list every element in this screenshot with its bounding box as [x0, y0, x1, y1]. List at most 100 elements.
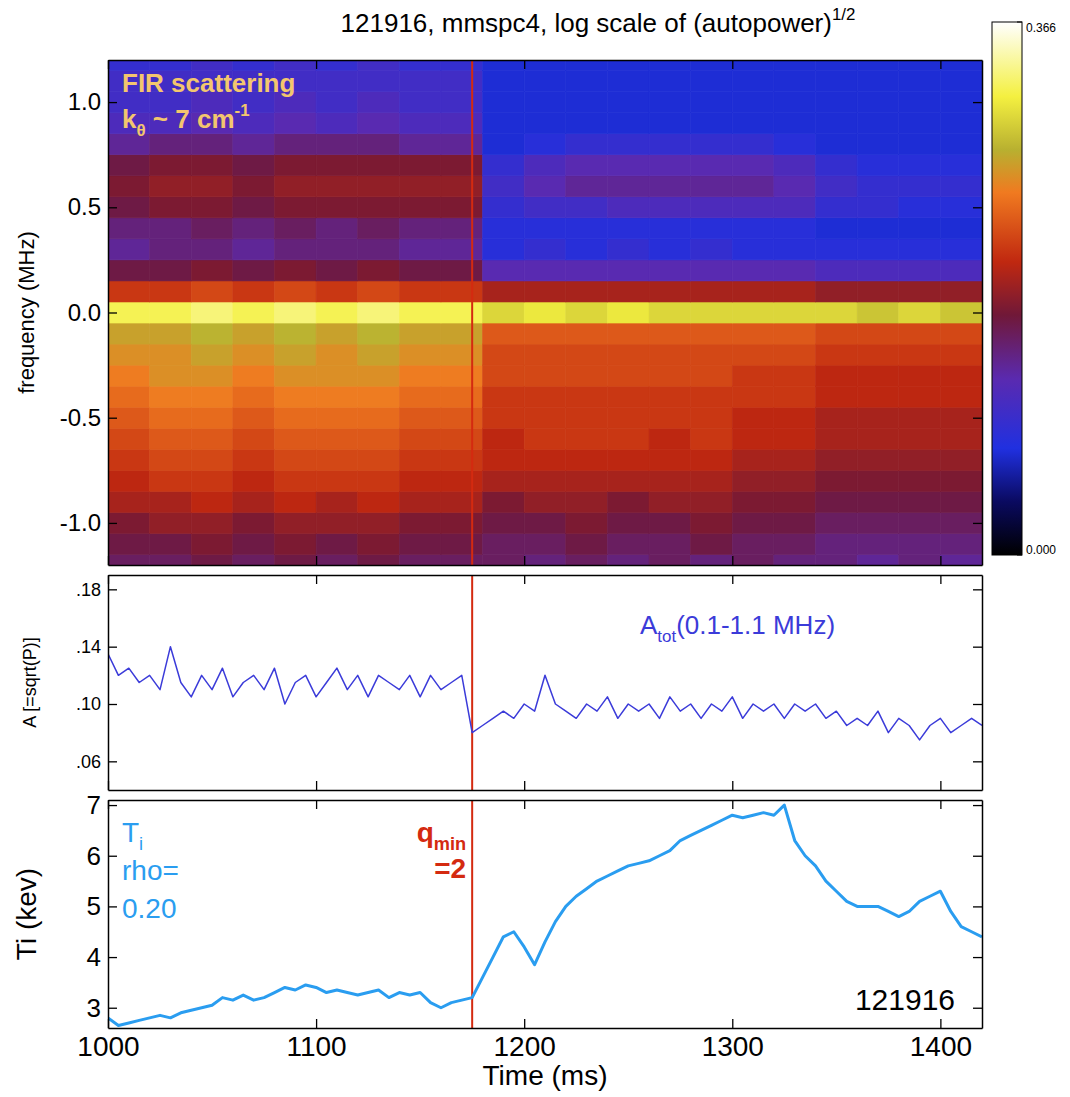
y-tick: .18 — [76, 580, 117, 600]
y-right-tick-mark — [973, 906, 982, 907]
heatmap-cell — [316, 386, 358, 407]
heatmap-cell — [108, 407, 150, 428]
heatmap-cell — [816, 323, 858, 344]
x-top-tick — [108, 800, 109, 809]
y-right-tick — [973, 1008, 982, 1009]
y-tick-label: -1.0 — [60, 509, 101, 536]
heatmap-cell — [150, 155, 192, 176]
y-tick-label: 6 — [87, 841, 101, 871]
y-right-tick-mark — [973, 312, 982, 313]
heatmap-cell — [816, 302, 858, 323]
y-right-tick — [973, 207, 982, 208]
heatmap-cell — [774, 491, 816, 512]
heatmap-cell — [774, 302, 816, 323]
heatmap-cell — [399, 428, 441, 449]
heatmap-cell — [857, 218, 899, 239]
heatmap-cell — [108, 197, 150, 218]
heatmap-cell — [108, 449, 150, 470]
heatmap-cell — [399, 92, 441, 113]
heatmap-cell — [816, 533, 858, 554]
heatmap-cell — [940, 197, 982, 218]
heatmap-cell — [108, 428, 150, 449]
heatmap-cell — [607, 260, 649, 281]
heatmap-cell — [899, 554, 941, 565]
y-tick-mark — [108, 1008, 117, 1009]
x-top-tick — [524, 575, 525, 584]
heatmap-cell — [358, 60, 400, 71]
heatmap-cell — [566, 302, 608, 323]
heatmap-cell — [274, 428, 316, 449]
heatmap-cell — [274, 554, 316, 565]
marker-line — [471, 575, 473, 790]
heatmap-cell — [857, 470, 899, 491]
x-top-axis-line — [109, 60, 983, 62]
heatmap-cell — [399, 239, 441, 260]
heatmap-cell — [774, 92, 816, 113]
heatmap-cell — [566, 239, 608, 260]
heatmap-cell — [649, 386, 691, 407]
heatmap-cell — [108, 218, 150, 239]
heatmap-cell — [940, 344, 982, 365]
heatmap-cell — [191, 512, 233, 533]
heatmap-cell — [233, 155, 275, 176]
heatmap-cell — [774, 554, 816, 565]
heatmap-cell — [816, 176, 858, 197]
heatmap-cell — [150, 281, 192, 302]
text-part: rho= — [122, 855, 179, 886]
x-top-tick — [316, 800, 317, 809]
x-tick: 1200 — [494, 1019, 556, 1062]
heatmap-cell — [524, 533, 566, 554]
heatmap-cell — [233, 449, 275, 470]
heatmap-cell — [816, 113, 858, 134]
heatmap-cell — [191, 239, 233, 260]
y-tick-label: 1.0 — [68, 88, 101, 115]
x-tick-mark — [316, 781, 317, 790]
heatmap-cell — [399, 197, 441, 218]
heatmap-cell — [899, 428, 941, 449]
heatmap-cell — [940, 365, 982, 386]
heatmap-cell — [816, 554, 858, 565]
heatmap-cell — [691, 428, 733, 449]
heatmap-cell — [732, 60, 774, 71]
heatmap-cell — [233, 281, 275, 302]
heatmap-cell — [857, 260, 899, 281]
heatmap-cell — [566, 428, 608, 449]
x-top-tick-mark — [316, 575, 317, 584]
heatmap-cell — [524, 218, 566, 239]
heatmap-cell — [774, 113, 816, 134]
text-part: i — [139, 834, 143, 854]
heatmap-cell — [774, 323, 816, 344]
heatmap-cell — [316, 113, 358, 134]
y-right-tick-mark — [973, 1008, 982, 1009]
heatmap-cell — [233, 491, 275, 512]
x-tick-mark — [940, 781, 941, 790]
heatmap-cell — [441, 533, 483, 554]
heatmap-cell — [483, 344, 525, 365]
heatmap-cell — [483, 155, 525, 176]
x-top-tick — [316, 60, 317, 69]
heatmap-cell — [566, 554, 608, 565]
heatmap-cell — [607, 365, 649, 386]
heatmap-cell — [732, 218, 774, 239]
heatmap-cell — [441, 365, 483, 386]
annotation: rho= — [122, 855, 179, 886]
heatmap-cell — [316, 323, 358, 344]
heatmap-cell — [524, 491, 566, 512]
heatmap-cell — [441, 197, 483, 218]
heatmap-cell — [191, 323, 233, 344]
heatmap-cell — [483, 60, 525, 71]
text-part: T — [122, 817, 139, 848]
heatmap-cell — [441, 155, 483, 176]
heatmap-cell — [899, 323, 941, 344]
heatmap-cell — [524, 60, 566, 71]
data-line — [108, 805, 982, 1025]
heatmap-cell — [566, 449, 608, 470]
heatmap-cell — [899, 449, 941, 470]
heatmap-cell — [316, 449, 358, 470]
y-axis-title: A [=sqrt(P)] — [20, 637, 40, 728]
heatmap-cell — [483, 134, 525, 155]
colorbar-tick-label: 0.000 — [1026, 543, 1056, 557]
x-tick — [732, 781, 733, 790]
heatmap-cell — [441, 92, 483, 113]
plot-area — [108, 60, 982, 565]
